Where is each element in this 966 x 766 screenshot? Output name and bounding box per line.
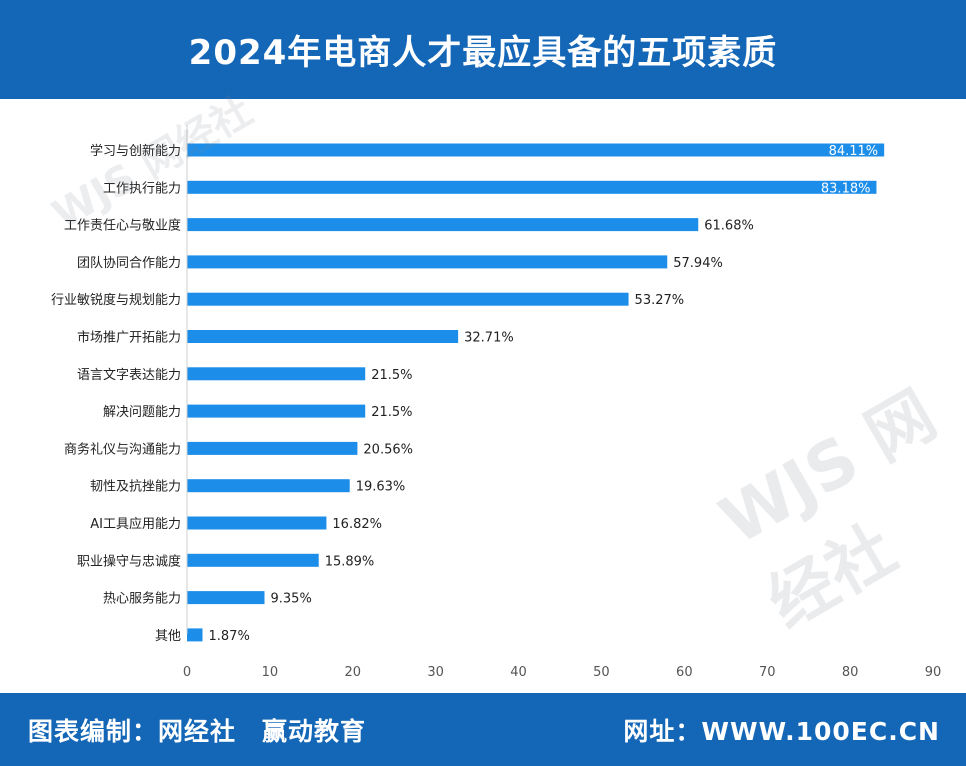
bar — [187, 628, 203, 642]
category-label: 行业敏锐度与规划能力 — [51, 292, 181, 308]
bar — [187, 441, 358, 455]
bar — [187, 516, 327, 530]
value-label: 20.56% — [363, 442, 413, 457]
value-label: 83.18% — [821, 181, 871, 196]
category-label: 其他 — [155, 629, 181, 644]
chart-area: 学习与创新能力 84.11% 工作执行能力 83.18% 工作责任心与敬业度 61.68%… — [0, 99, 966, 693]
bar — [187, 591, 265, 605]
value-label: 32.71% — [464, 331, 514, 346]
bar — [187, 255, 668, 269]
category-label: AI工具应用能力 — [90, 516, 181, 532]
bar — [187, 479, 350, 493]
bar-chart: 学习与创新能力 84.11% 工作执行能力 83.18% 工作责任心与敬业度 61.68%… — [51, 125, 942, 680]
value-label: 21.5% — [371, 405, 412, 420]
category-label: 商务礼仪与沟通能力 — [64, 441, 181, 457]
category-label: 市场推广开拓能力 — [77, 330, 181, 346]
category-label: 解决问题能力 — [103, 405, 181, 420]
value-label: 1.87% — [209, 629, 250, 644]
value-label: 21.5% — [371, 368, 412, 383]
title-bar: 2024年电商人才最应具备的五项素质 — [0, 0, 966, 99]
x-tick-label: 30 — [427, 665, 444, 680]
x-tick-label: 60 — [676, 665, 693, 680]
footer-credit: 图表编制：网经社 赢动教育 — [28, 712, 366, 748]
value-label: 16.82% — [332, 517, 382, 532]
footer-website: 网址：WWW.100EC.CN — [623, 717, 940, 746]
category-label: 工作执行能力 — [103, 181, 181, 196]
x-tick-label: 70 — [759, 665, 776, 680]
bar — [187, 367, 366, 381]
bar — [187, 292, 629, 306]
x-tick-label: 20 — [345, 665, 362, 680]
category-label: 语言文字表达能力 — [77, 368, 181, 383]
x-tick-label: 40 — [510, 665, 527, 680]
category-label: 学习与创新能力 — [90, 143, 181, 159]
value-label: 15.89% — [325, 554, 375, 569]
credit-org-1: 网经社 — [158, 717, 237, 746]
x-tick-label: 10 — [262, 665, 279, 680]
footer-bar: 图表编制：网经社 赢动教育 网址：WWW.100EC.CN — [0, 693, 966, 766]
category-label: 热心服务能力 — [103, 591, 181, 607]
chart-title: 2024年电商人才最应具备的五项素质 — [188, 33, 778, 73]
value-label: 84.11% — [829, 144, 879, 159]
bar — [187, 404, 366, 418]
bar — [187, 553, 319, 567]
value-label: 19.63% — [356, 480, 406, 495]
value-label: 57.94% — [673, 256, 723, 271]
bar — [187, 218, 699, 232]
value-label: 9.35% — [271, 592, 312, 607]
x-tick-label: 90 — [925, 665, 942, 680]
x-tick-label: 0 — [183, 665, 191, 680]
category-label: 团队协同合作能力 — [77, 256, 181, 271]
category-label: 工作责任心与敬业度 — [64, 218, 181, 234]
bar — [187, 330, 459, 343]
value-label: 53.27% — [635, 293, 685, 308]
x-tick-label: 50 — [593, 665, 610, 680]
bar — [187, 180, 877, 194]
category-label: 韧性及抗挫能力 — [90, 480, 181, 495]
value-label: 61.68% — [704, 219, 754, 234]
credit-org-2: 赢动教育 — [262, 717, 367, 746]
credit-label: 图表编制： — [28, 717, 159, 746]
bar — [187, 143, 885, 157]
x-tick-label: 80 — [842, 665, 859, 680]
category-label: 职业操守与忠诚度 — [77, 553, 181, 569]
